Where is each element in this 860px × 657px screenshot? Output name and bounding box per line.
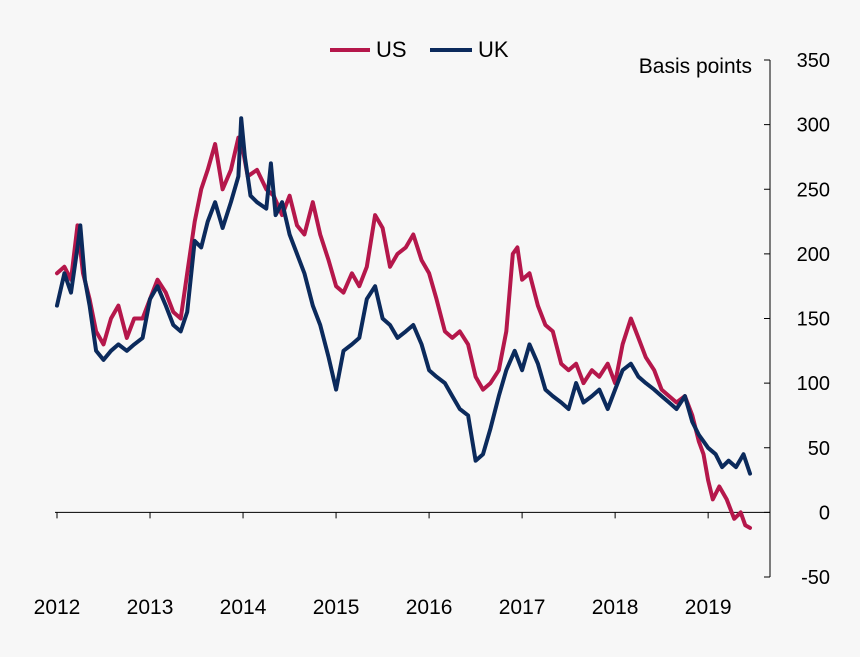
legend-uk-label: UK (478, 37, 509, 62)
series-line-uk (55, 116, 752, 476)
y-tick-label: 200 (797, 244, 830, 266)
y-tick-label: 350 (797, 50, 830, 72)
x-tick-label: 2019 (685, 596, 732, 619)
x-tick-label: 2014 (220, 596, 267, 619)
y-axis-label: Basis points (639, 55, 752, 78)
x-tick-label: 2017 (499, 596, 546, 619)
series-line-us (55, 135, 752, 530)
y-tick-label: 50 (808, 438, 830, 460)
x-axis: 2012 2013 2014 2015 2016 2017 2018 2019 (34, 511, 770, 619)
y-tick-label: 250 (797, 179, 830, 201)
y-tick-label: -50 (801, 567, 830, 589)
y-axis: -50 0 50 100 150 200 250 300 350 (764, 50, 830, 589)
legend: US UK (330, 37, 509, 62)
y-tick-label: 300 (797, 115, 830, 137)
y-tick-label: 150 (797, 309, 830, 331)
y-tick-label: 0 (819, 502, 830, 524)
x-tick-label: 2018 (592, 596, 639, 619)
legend-us-label: US (376, 37, 407, 62)
x-tick-label: 2016 (406, 596, 453, 619)
x-tick-label: 2013 (127, 596, 174, 619)
x-tick-label: 2012 (34, 596, 81, 619)
series-group (55, 116, 752, 530)
y-tick-label: 100 (797, 373, 830, 395)
x-tick-label: 2015 (313, 596, 360, 619)
